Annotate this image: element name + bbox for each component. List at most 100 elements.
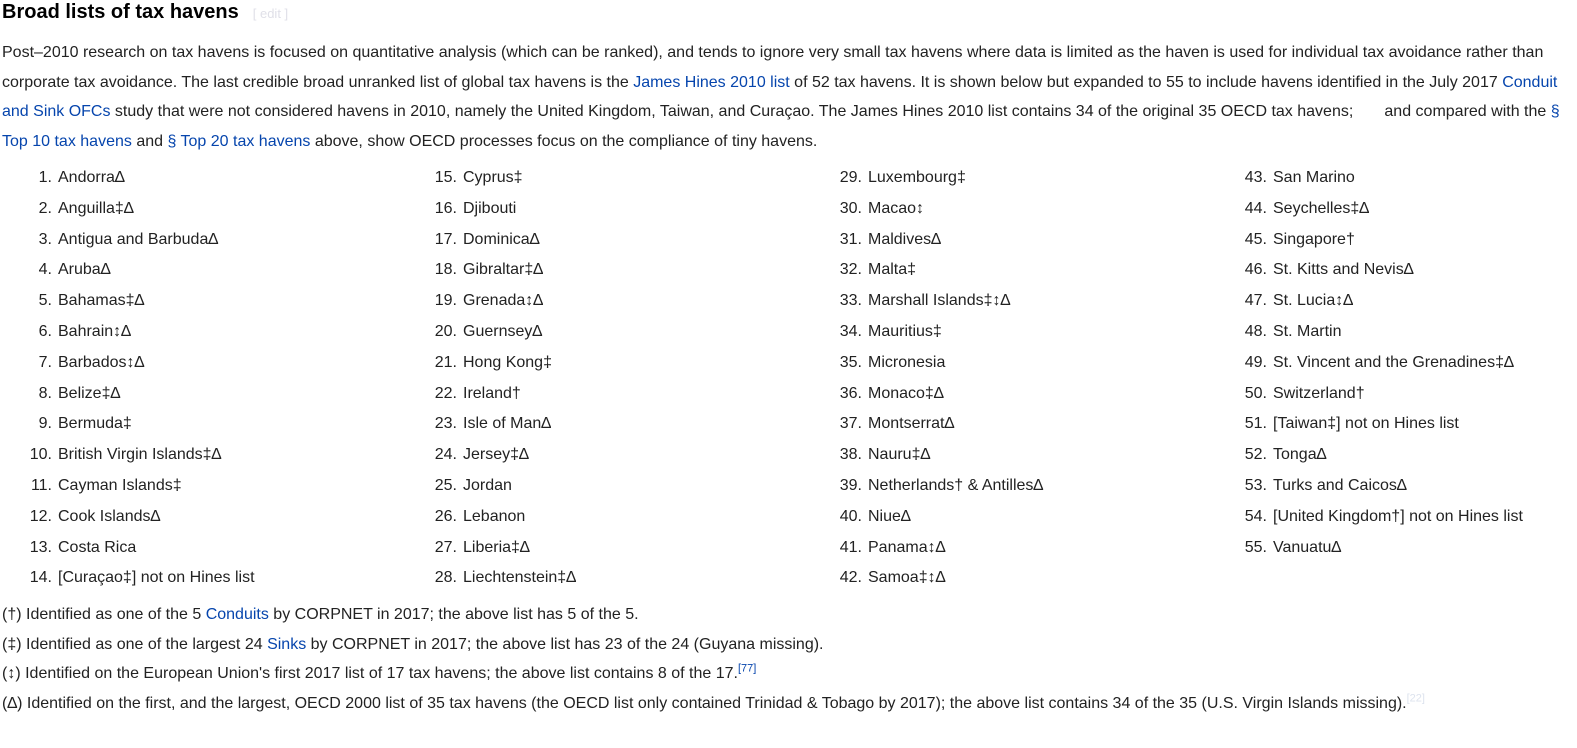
citation-link[interactable]: [22] [1406, 692, 1425, 705]
list-item: 27. Liberia‡∆ [405, 533, 576, 564]
haven-name: Macao↕ [868, 199, 925, 217]
haven-name: Singapore† [1273, 230, 1355, 248]
haven-name: Isle of Man∆ [463, 415, 552, 433]
haven-name: Malta‡ [868, 261, 917, 279]
list-column: 15. Cyprus‡ 16. Djibouti 17. Dominica∆ 18. Gibr… [405, 163, 576, 594]
list-item: 1. Andorra∆ [0, 163, 255, 194]
list-item: 53. Turks and Caicos∆ [1215, 471, 1523, 502]
intro-paragraph: Post–2010 research on tax havens is focu… [2, 38, 1572, 156]
haven-name: Costa Rica [58, 538, 137, 556]
haven-name: Samoa‡↕∆ [868, 569, 946, 587]
item-number: 18. [434, 261, 457, 279]
haven-name: Montserrat∆ [868, 415, 955, 433]
list-item: 20. Guernsey∆ [405, 317, 576, 348]
item-number: 1. [38, 169, 52, 186]
item-number: 38. [839, 446, 862, 464]
inline-link[interactable]: Sinks [267, 635, 307, 653]
list-item: 30. Macao↕ [810, 194, 1043, 225]
text: by CORPNET in 2017; the above list has 5… [268, 606, 639, 623]
haven-name: St. Kitts and Nevis∆ [1273, 261, 1414, 279]
item-number: 22. [434, 384, 457, 402]
item-number: 43. [1244, 169, 1267, 186]
haven-name: Liberia‡∆ [463, 538, 530, 556]
item-number: 42. [839, 569, 862, 587]
list-item: 3. Antigua and Barbuda∆ [0, 225, 255, 256]
item-number: 53. [1244, 476, 1267, 494]
list-item: 7. Barbados↕∆ [0, 348, 255, 379]
haven-name: Hong Kong‡ [463, 353, 552, 371]
section-title: Broad lists of tax havens [2, 1, 239, 23]
haven-name: Mauritius‡ [868, 322, 942, 340]
item-number: 3. [38, 230, 52, 248]
text: Post–2010 research on tax havens is focu… [2, 44, 1544, 91]
text: (∆) Identified on the first, and the lar… [2, 694, 1407, 712]
haven-name: Liechtenstein‡∆ [463, 569, 576, 587]
list-item: 40. Niue∆ [810, 502, 1043, 533]
item-number: 50. [1244, 384, 1267, 402]
haven-name: Guernsey∆ [463, 322, 543, 340]
item-number: 34. [839, 322, 862, 340]
item-number: 51. [1244, 415, 1267, 433]
list-item: 2. Anguilla‡∆ [0, 194, 255, 225]
list-item: 29. Luxembourg‡ [810, 163, 1043, 194]
item-number: 14. [29, 569, 52, 587]
list-item: 41. Panama↕∆ [810, 533, 1043, 564]
haven-name: Ireland† [463, 384, 521, 402]
list-item: 42. Samoa‡↕∆ [810, 563, 1043, 594]
list-item: 38. Nauru‡∆ [810, 440, 1043, 471]
item-number: 2. [38, 199, 52, 217]
item-number: 27. [434, 538, 457, 556]
inline-link[interactable]: James Hines 2010 list [633, 73, 790, 91]
item-number: 16. [434, 199, 457, 217]
list-item: 10. British Virgin Islands‡∆ [0, 440, 255, 471]
item-number: 19. [434, 292, 457, 310]
haven-name: [Taiwan‡] not on Hines list [1273, 415, 1459, 433]
item-number: 23. [434, 415, 457, 433]
text: and [131, 132, 168, 150]
inline-link[interactable]: § Top 10 tax havens [2, 103, 1560, 150]
list-item: 4. Aruba∆ [0, 255, 255, 286]
haven-name: [United Kingdom†] not on Hines list [1273, 507, 1523, 525]
haven-name: St. Martin [1273, 322, 1342, 340]
item-number: 54. [1244, 507, 1267, 525]
list-item: 5. Bahamas‡∆ [0, 286, 255, 317]
inline-link[interactable]: § Top 20 tax havens [167, 132, 311, 150]
haven-name: Lebanon [463, 507, 526, 525]
list-item: 31. Maldives∆ [810, 225, 1043, 256]
list-item: 23. Isle of Man∆ [405, 409, 576, 440]
edit-link[interactable]: [ edit ] [252, 6, 289, 21]
item-number: 41. [839, 538, 862, 556]
note-line: (∆) Identified on the first, and the lar… [2, 689, 1562, 719]
item-number: 39. [839, 476, 862, 494]
list-item: 44. Seychelles‡∆ [1215, 194, 1523, 225]
haven-name: Barbados↕∆ [58, 353, 145, 371]
list-item: 50. Switzerland† [1215, 379, 1523, 410]
item-number: 44. [1244, 199, 1267, 217]
inline-link[interactable]: Conduit and Sink OFCs [2, 73, 1558, 121]
item-number: 28. [434, 569, 457, 587]
item-number: 36. [839, 384, 862, 402]
list-item: 17. Dominica∆ [405, 225, 576, 256]
item-number: 12. [29, 507, 52, 525]
list-item: 6. Bahrain↕∆ [0, 317, 255, 348]
list-item: 22. Ireland† [405, 379, 576, 410]
citation-link[interactable]: [77] [737, 662, 757, 675]
list-item: 26. Lebanon [405, 502, 576, 533]
item-number: 25. [434, 476, 457, 494]
list-item: 37. Montserrat∆ [810, 409, 1043, 440]
haven-name: Nauru‡∆ [868, 446, 931, 464]
item-number: 6. [38, 322, 52, 340]
item-number: 46. [1244, 261, 1267, 279]
item-number: 8. [38, 384, 52, 402]
item-number: 17. [434, 230, 457, 248]
list-item: 19. Grenada↕∆ [405, 286, 576, 317]
list-item: 13. Costa Rica [0, 533, 255, 564]
item-number: 55. [1244, 538, 1267, 556]
inline-link[interactable]: Conduits [205, 606, 269, 623]
list-item: 25. Jordan [405, 471, 576, 502]
item-number: 24. [434, 446, 457, 464]
haven-name: British Virgin Islands‡∆ [58, 446, 222, 464]
haven-name: Cayman Islands‡ [58, 476, 182, 494]
haven-name: Djibouti [463, 199, 517, 217]
haven-name: Seychelles‡∆ [1273, 199, 1370, 217]
